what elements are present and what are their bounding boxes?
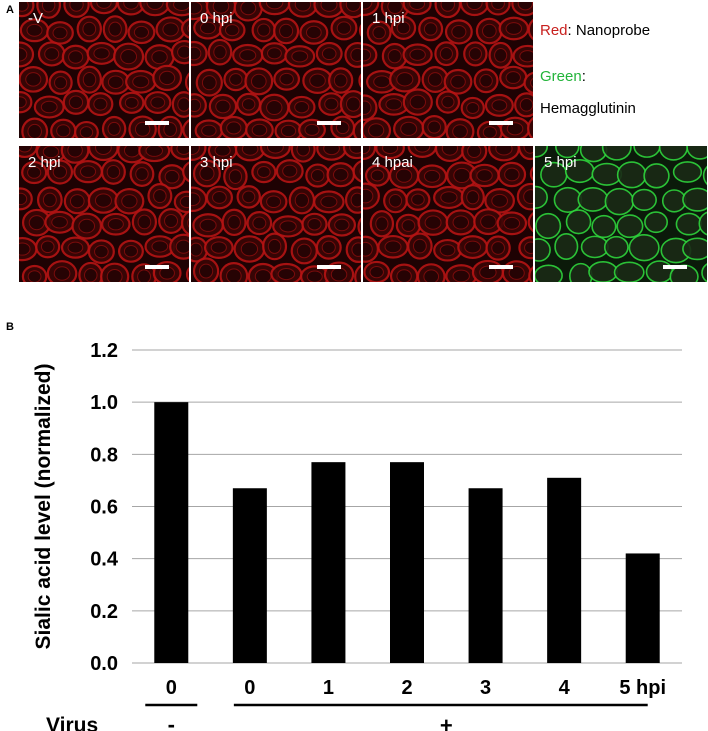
y-tick-label: 0.8 <box>90 444 118 466</box>
scale-bar <box>317 121 341 125</box>
panel-a-letter: A <box>6 4 14 16</box>
tile-label: 0 hpi <box>200 10 233 27</box>
micrograph-tile: -V <box>19 2 189 138</box>
legend-green-colon: : <box>581 68 586 85</box>
micrograph-tile: 3 hpi <box>191 146 361 282</box>
micrograph-image <box>191 146 361 282</box>
scale-bar <box>317 265 341 269</box>
x-tick-label: 0 <box>244 677 255 699</box>
micrograph-image <box>535 146 707 282</box>
y-tick-label: 0.4 <box>90 549 119 571</box>
bar <box>154 402 189 663</box>
legend-red-desc: : Nanoprobe <box>567 22 651 39</box>
tile-label: 2 hpi <box>28 154 61 171</box>
legend-green-word: Green <box>540 68 582 85</box>
scale-bar <box>145 265 169 269</box>
x-tick-label: 1 <box>323 677 334 699</box>
y-tick-label: 0.0 <box>90 653 118 675</box>
bar <box>468 488 503 663</box>
x-tick-label: 3 <box>480 677 491 699</box>
micrograph-tile: 2 hpi <box>19 146 189 282</box>
bar <box>547 477 582 663</box>
micrograph-image <box>19 146 189 282</box>
legend-red-word: Red <box>540 22 568 39</box>
scale-bar <box>145 121 169 125</box>
bar <box>311 462 346 663</box>
virus-minus-label: - <box>168 712 175 731</box>
x-tick-label: 2 <box>401 677 412 699</box>
micrograph-tile: 5 hpi <box>535 146 707 282</box>
tile-label: 3 hpi <box>200 154 233 171</box>
micrograph-image <box>19 2 189 138</box>
micrograph-image <box>363 146 533 282</box>
y-tick-label: 1.0 <box>90 392 118 414</box>
micrograph-image <box>363 2 533 138</box>
micrograph-tile: 0 hpi <box>191 2 361 138</box>
bar <box>625 553 660 663</box>
micrograph-tile: 1 hpi <box>363 2 533 138</box>
micrograph-tile: 4 hpai <box>363 146 533 282</box>
y-tick-label: 0.2 <box>90 601 118 623</box>
tile-label: -V <box>28 10 43 27</box>
micrograph-image <box>191 2 361 138</box>
tile-label: 4 hpai <box>372 154 413 171</box>
virus-plus-label: + <box>440 713 453 731</box>
x-tick-label: 4 <box>559 677 571 699</box>
bar <box>390 462 424 663</box>
y-tick-label: 1.2 <box>90 340 118 362</box>
panel-b-letter: B <box>6 321 14 333</box>
x-tick-label: 0 <box>166 677 177 699</box>
scale-bar <box>489 121 513 125</box>
y-axis-title: Sialic acid level (normalized) <box>32 364 55 650</box>
legend-green-desc: Hemagglutinin <box>540 100 636 117</box>
virus-row-label: Virus <box>46 714 98 731</box>
bar-chart: 0.0 0.2 0.4 0.6 0.8 1.0 1.2 0 0 1 2 3 4 5 hpi Sialic a… <box>32 340 682 731</box>
tile-label: 1 hpi <box>372 10 405 27</box>
scale-bar <box>489 265 513 269</box>
scale-bar <box>663 265 687 269</box>
bar <box>232 488 267 663</box>
tile-label: 5 hpi <box>544 154 577 171</box>
y-tick-label: 0.6 <box>90 497 118 519</box>
x-tick-label: 5 hpi <box>619 677 666 699</box>
